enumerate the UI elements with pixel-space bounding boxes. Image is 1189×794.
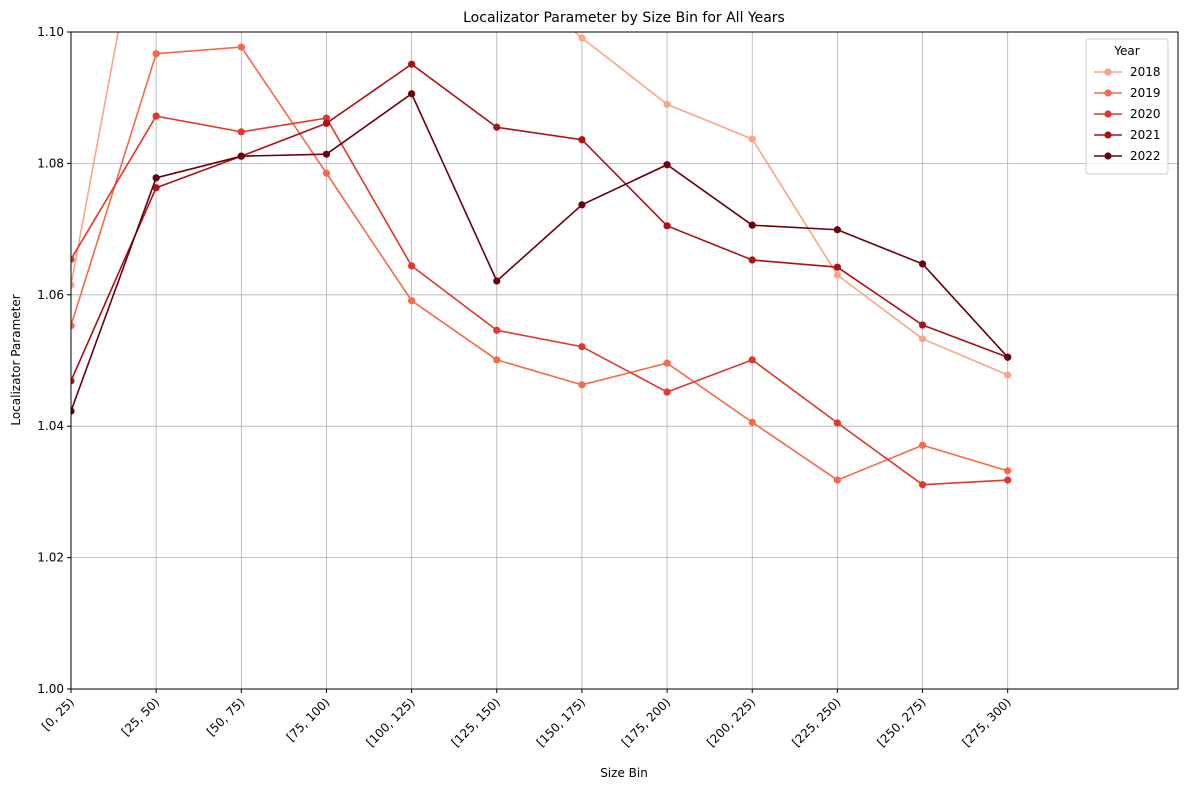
legend-marker xyxy=(1104,110,1112,118)
legend-marker xyxy=(1104,131,1112,139)
legend-label: 2018 xyxy=(1130,65,1161,79)
data-point xyxy=(1004,476,1012,484)
plot-area xyxy=(71,32,1012,489)
x-tick-label: [100, 125) xyxy=(363,695,417,749)
legend-marker xyxy=(1104,68,1112,76)
data-point xyxy=(493,123,501,131)
y-axis-label: Localizator Parameter xyxy=(9,294,23,425)
legend-marker xyxy=(1104,152,1112,160)
data-point xyxy=(408,297,416,305)
data-point xyxy=(493,326,501,334)
series-line xyxy=(71,32,1009,376)
data-point xyxy=(71,255,75,263)
data-point xyxy=(833,226,841,234)
x-tick-label: [200, 225) xyxy=(704,695,758,749)
data-point xyxy=(748,256,756,264)
legend-label: 2019 xyxy=(1130,86,1161,100)
data-point xyxy=(1004,353,1012,361)
y-tick-label: 1.04 xyxy=(37,419,64,433)
data-point xyxy=(748,221,756,229)
data-point xyxy=(663,388,671,396)
data-point xyxy=(322,114,331,122)
data-point xyxy=(918,321,927,329)
x-tick-label: [150, 175) xyxy=(534,695,588,749)
data-point xyxy=(578,136,586,144)
x-tick-label: [50, 75) xyxy=(204,695,248,739)
data-point xyxy=(237,43,245,51)
data-point xyxy=(833,263,841,271)
data-point xyxy=(152,174,160,182)
data-point xyxy=(152,112,160,120)
data-point xyxy=(71,407,75,415)
legend-title: Year xyxy=(1113,44,1139,58)
data-point xyxy=(833,419,841,427)
legend: Year 2018 2019 2020 2021 2022 xyxy=(1085,38,1169,175)
data-point xyxy=(408,262,416,270)
data-point xyxy=(71,377,75,385)
y-tick-label: 1.00 xyxy=(37,682,64,696)
data-point xyxy=(493,356,501,364)
legend-label: 2021 xyxy=(1130,128,1161,142)
x-tick-label: [125, 150) xyxy=(449,695,503,749)
data-point xyxy=(663,359,671,367)
legend-marker xyxy=(1104,89,1112,97)
data-point xyxy=(237,128,245,136)
y-tick-label: 1.10 xyxy=(37,25,64,39)
legend-label: 2022 xyxy=(1130,149,1161,163)
axes-frame xyxy=(70,31,1179,690)
data-point xyxy=(322,169,331,177)
data-point xyxy=(578,201,586,209)
data-point xyxy=(748,135,756,143)
legend-label: 2020 xyxy=(1130,107,1161,121)
series-line xyxy=(71,115,1008,486)
data-point xyxy=(578,34,586,42)
data-point xyxy=(322,119,331,127)
data-point xyxy=(918,441,927,449)
data-point xyxy=(152,184,160,192)
data-point xyxy=(748,356,756,364)
data-point xyxy=(663,100,671,108)
x-tick-label: [25, 50) xyxy=(119,695,163,739)
data-point xyxy=(237,152,245,160)
chart-title: Localizator Parameter by Size Bin for Al… xyxy=(463,10,785,26)
x-tick-label: [225, 250) xyxy=(789,695,843,749)
data-point xyxy=(748,418,756,426)
y-tick-label: 1.02 xyxy=(37,551,64,565)
series-line xyxy=(71,92,1009,412)
data-point xyxy=(1004,371,1012,379)
series-line xyxy=(71,63,1008,382)
series-line xyxy=(71,46,1008,481)
x-tick-label: [175, 200) xyxy=(619,695,673,749)
x-tick-label: [75, 100) xyxy=(284,695,333,744)
data-point xyxy=(833,476,841,484)
data-point xyxy=(833,271,841,279)
data-point xyxy=(663,222,671,230)
y-tick-label: 1.06 xyxy=(37,288,64,302)
data-point xyxy=(578,343,586,351)
data-point xyxy=(918,260,927,268)
data-point xyxy=(71,281,75,289)
x-axis-label: Size Bin xyxy=(600,766,648,780)
data-point xyxy=(578,381,586,389)
data-point xyxy=(408,90,416,98)
y-tick-label: 1.08 xyxy=(37,156,64,170)
data-point xyxy=(322,150,331,158)
data-point xyxy=(71,322,75,330)
data-point xyxy=(918,335,927,343)
x-tick-label: [275, 300) xyxy=(959,695,1013,749)
data-point xyxy=(152,50,160,58)
data-point xyxy=(663,161,671,169)
data-point xyxy=(918,481,927,489)
data-point xyxy=(1004,467,1012,475)
data-point xyxy=(408,60,416,68)
x-tick-label: [0, 25) xyxy=(39,695,77,733)
data-point xyxy=(493,277,501,285)
x-tick-label: [250, 275) xyxy=(874,695,928,749)
